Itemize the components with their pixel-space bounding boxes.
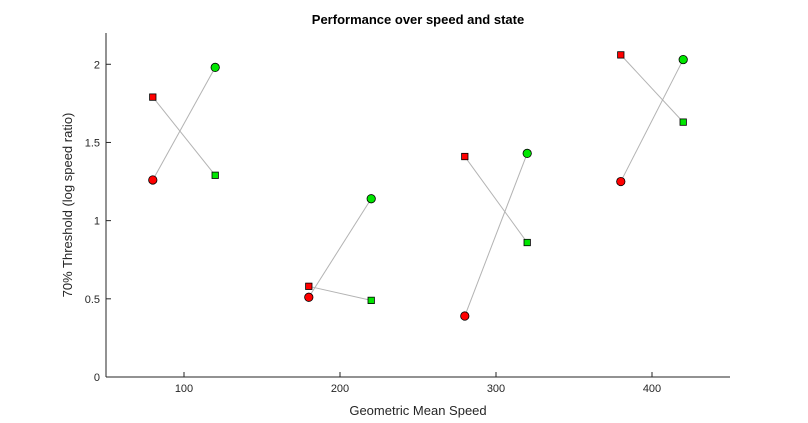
y-tick-label: 1 [94, 216, 100, 228]
x-axis-label: Geometric Mean Speed [349, 403, 486, 418]
circle-marker [678, 54, 688, 65]
square-marker [679, 118, 687, 126]
circle-marker [460, 311, 470, 321]
circle-marker [210, 62, 220, 73]
square-marker [305, 282, 313, 290]
y-tick-label: 0 [94, 372, 100, 384]
square-marker [211, 171, 219, 179]
connector-line [620, 59, 684, 182]
y-ticks: 0 0.5 1 1.5 2 [85, 59, 111, 384]
connector-line [620, 54, 684, 123]
connector-line [308, 198, 372, 298]
x-tick-label: 300 [487, 383, 505, 395]
square-marker [367, 296, 375, 304]
data-markers [148, 51, 688, 321]
circle-marker [522, 148, 532, 158]
circle-marker [304, 292, 314, 302]
circle-marker [366, 194, 376, 204]
x-ticks: 100 200 300 400 [175, 372, 661, 395]
connector-line [308, 285, 372, 301]
connector-line [152, 67, 216, 181]
y-tick-label: 2 [94, 59, 100, 71]
square-marker [461, 152, 469, 161]
circle-marker [616, 176, 626, 187]
axes [105, 33, 730, 378]
connector-line [152, 96, 216, 176]
y-tick-label: 1.5 [85, 137, 100, 149]
x-tick-label: 400 [643, 383, 661, 395]
connector-line [464, 156, 528, 243]
square-marker [617, 51, 625, 59]
y-axis-label: 70% Threshold (log speed ratio) [60, 113, 75, 298]
x-tick-label: 100 [175, 383, 193, 395]
square-marker [523, 238, 531, 247]
square-marker [149, 93, 157, 101]
x-tick-label: 200 [331, 383, 349, 395]
connector-line [464, 153, 528, 317]
circle-marker [148, 175, 158, 185]
chart-title: Performance over speed and state [312, 12, 524, 27]
y-tick-label: 0.5 [85, 294, 100, 306]
connector-lines [152, 54, 684, 317]
